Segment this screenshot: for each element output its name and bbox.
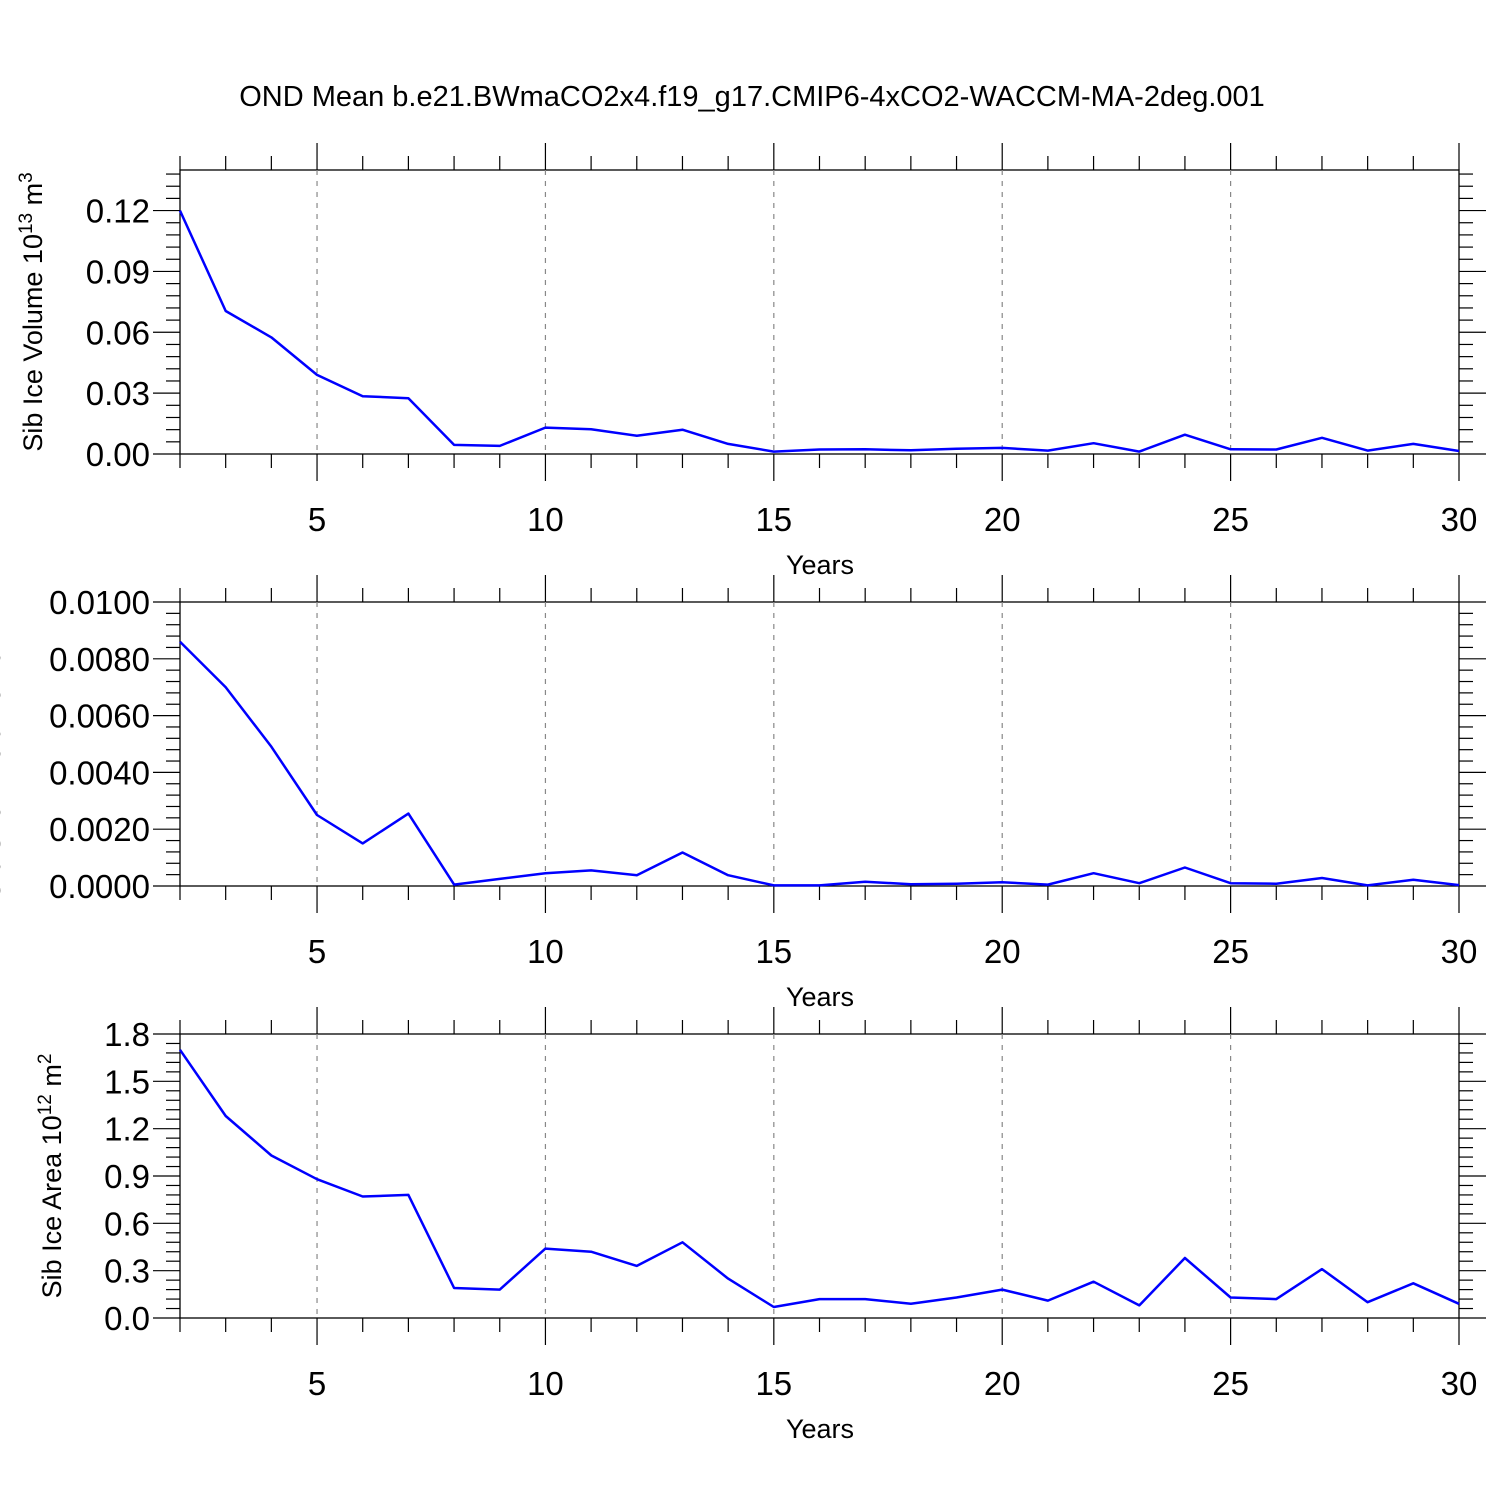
- y-tick-label: 0.0040: [49, 754, 150, 791]
- x-tick-label: 10: [527, 501, 564, 538]
- x-tick-label: 20: [984, 933, 1021, 970]
- x-tick-label: 5: [308, 1365, 326, 1402]
- y-axis-label-text: Sib Ice Area 10: [37, 1115, 67, 1298]
- y-axis-label-text: Sib Ice Volume 10: [18, 234, 48, 452]
- y-tick-label: 0.03: [86, 375, 150, 412]
- data-line: [178, 210, 1460, 453]
- y-axis-label-unit: m: [37, 1064, 67, 1094]
- chart-panel-3: 0.0 0.3 0.6 0.9 1.2 1.5 1.8 5 10 15 20 25 30 Years Sib…: [35, 1007, 1486, 1444]
- x-tick-label: 30: [1441, 501, 1478, 538]
- x-tick-label: 15: [755, 1365, 792, 1402]
- x-axis-label: Years: [786, 1414, 854, 1444]
- x-tick-label: 15: [755, 501, 792, 538]
- x-tick-label: 10: [527, 933, 564, 970]
- y-axis-label-exponent: 13: [16, 213, 37, 234]
- y-axis-label-unit: m: [18, 183, 48, 213]
- x-tick-label: 25: [1212, 933, 1249, 970]
- y-tick-label: 0.0100: [49, 584, 150, 621]
- data-line: [179, 640, 1460, 887]
- x-tick-label: 30: [1441, 933, 1478, 970]
- figure-title: OND Mean b.e21.BWmaCO2x4.f19_g17.CMIP6-4…: [239, 81, 1265, 113]
- y-tick-label: 0.00: [86, 436, 150, 473]
- x-tick-label: 5: [308, 933, 326, 970]
- y-tick-label: 0.0: [104, 1300, 150, 1337]
- y-axis-label-unit-exponent: 2: [35, 1054, 56, 1065]
- y-tick-label: 0.0060: [49, 698, 150, 735]
- chart-panel-2: 0.0000 0.0020 0.0040 0.0060 0.0080 0.0100 5 10 1…: [0, 575, 1486, 1012]
- y-tick-label: 0.9: [104, 1158, 150, 1195]
- y-tick-label: 0.6: [104, 1205, 150, 1242]
- y-tick-label: 0.0000: [49, 868, 150, 905]
- y-axis-label: Sib Snow Volume 1013 m3: [0, 589, 6, 900]
- y-tick-label: 0.09: [86, 253, 150, 290]
- x-tick-label: 10: [527, 1365, 564, 1402]
- chart-panel-1: 0.00 0.03 0.06 0.09 0.12 5 10 15 20 25 30 Years Sib …: [16, 143, 1486, 580]
- y-axis-label-text: Sib Snow Volume 10: [0, 650, 6, 899]
- data-line: [178, 1049, 1460, 1309]
- y-axis-label: Sib Ice Volume 1013 m3: [16, 172, 48, 451]
- y-tick-label: 0.3: [104, 1253, 150, 1290]
- y-tick-label: 0.0080: [49, 641, 150, 678]
- x-tick-label: 25: [1212, 1365, 1249, 1402]
- y-tick-label: 0.06: [86, 314, 150, 351]
- x-axis-label: Years: [786, 550, 854, 580]
- y-tick-label: 0.12: [86, 193, 150, 230]
- y-tick-label: 1.2: [104, 1111, 150, 1148]
- y-axis-label: Sib Ice Area 1012 m2: [35, 1054, 67, 1299]
- y-tick-label: 1.5: [104, 1063, 150, 1100]
- y-axis-label-unit: m: [0, 599, 6, 629]
- y-tick-label: 0.0020: [49, 811, 150, 848]
- x-tick-label: 20: [984, 501, 1021, 538]
- x-tick-label: 20: [984, 1365, 1021, 1402]
- x-tick-label: 25: [1212, 501, 1249, 538]
- x-axis-label: Years: [786, 982, 854, 1012]
- y-axis-label-exponent: 12: [35, 1094, 56, 1115]
- x-tick-label: 5: [308, 501, 326, 538]
- y-axis-label-unit-exponent: 3: [16, 172, 37, 183]
- x-tick-label: 15: [755, 933, 792, 970]
- y-tick-label: 1.8: [104, 1016, 150, 1053]
- x-tick-label: 30: [1441, 1365, 1478, 1402]
